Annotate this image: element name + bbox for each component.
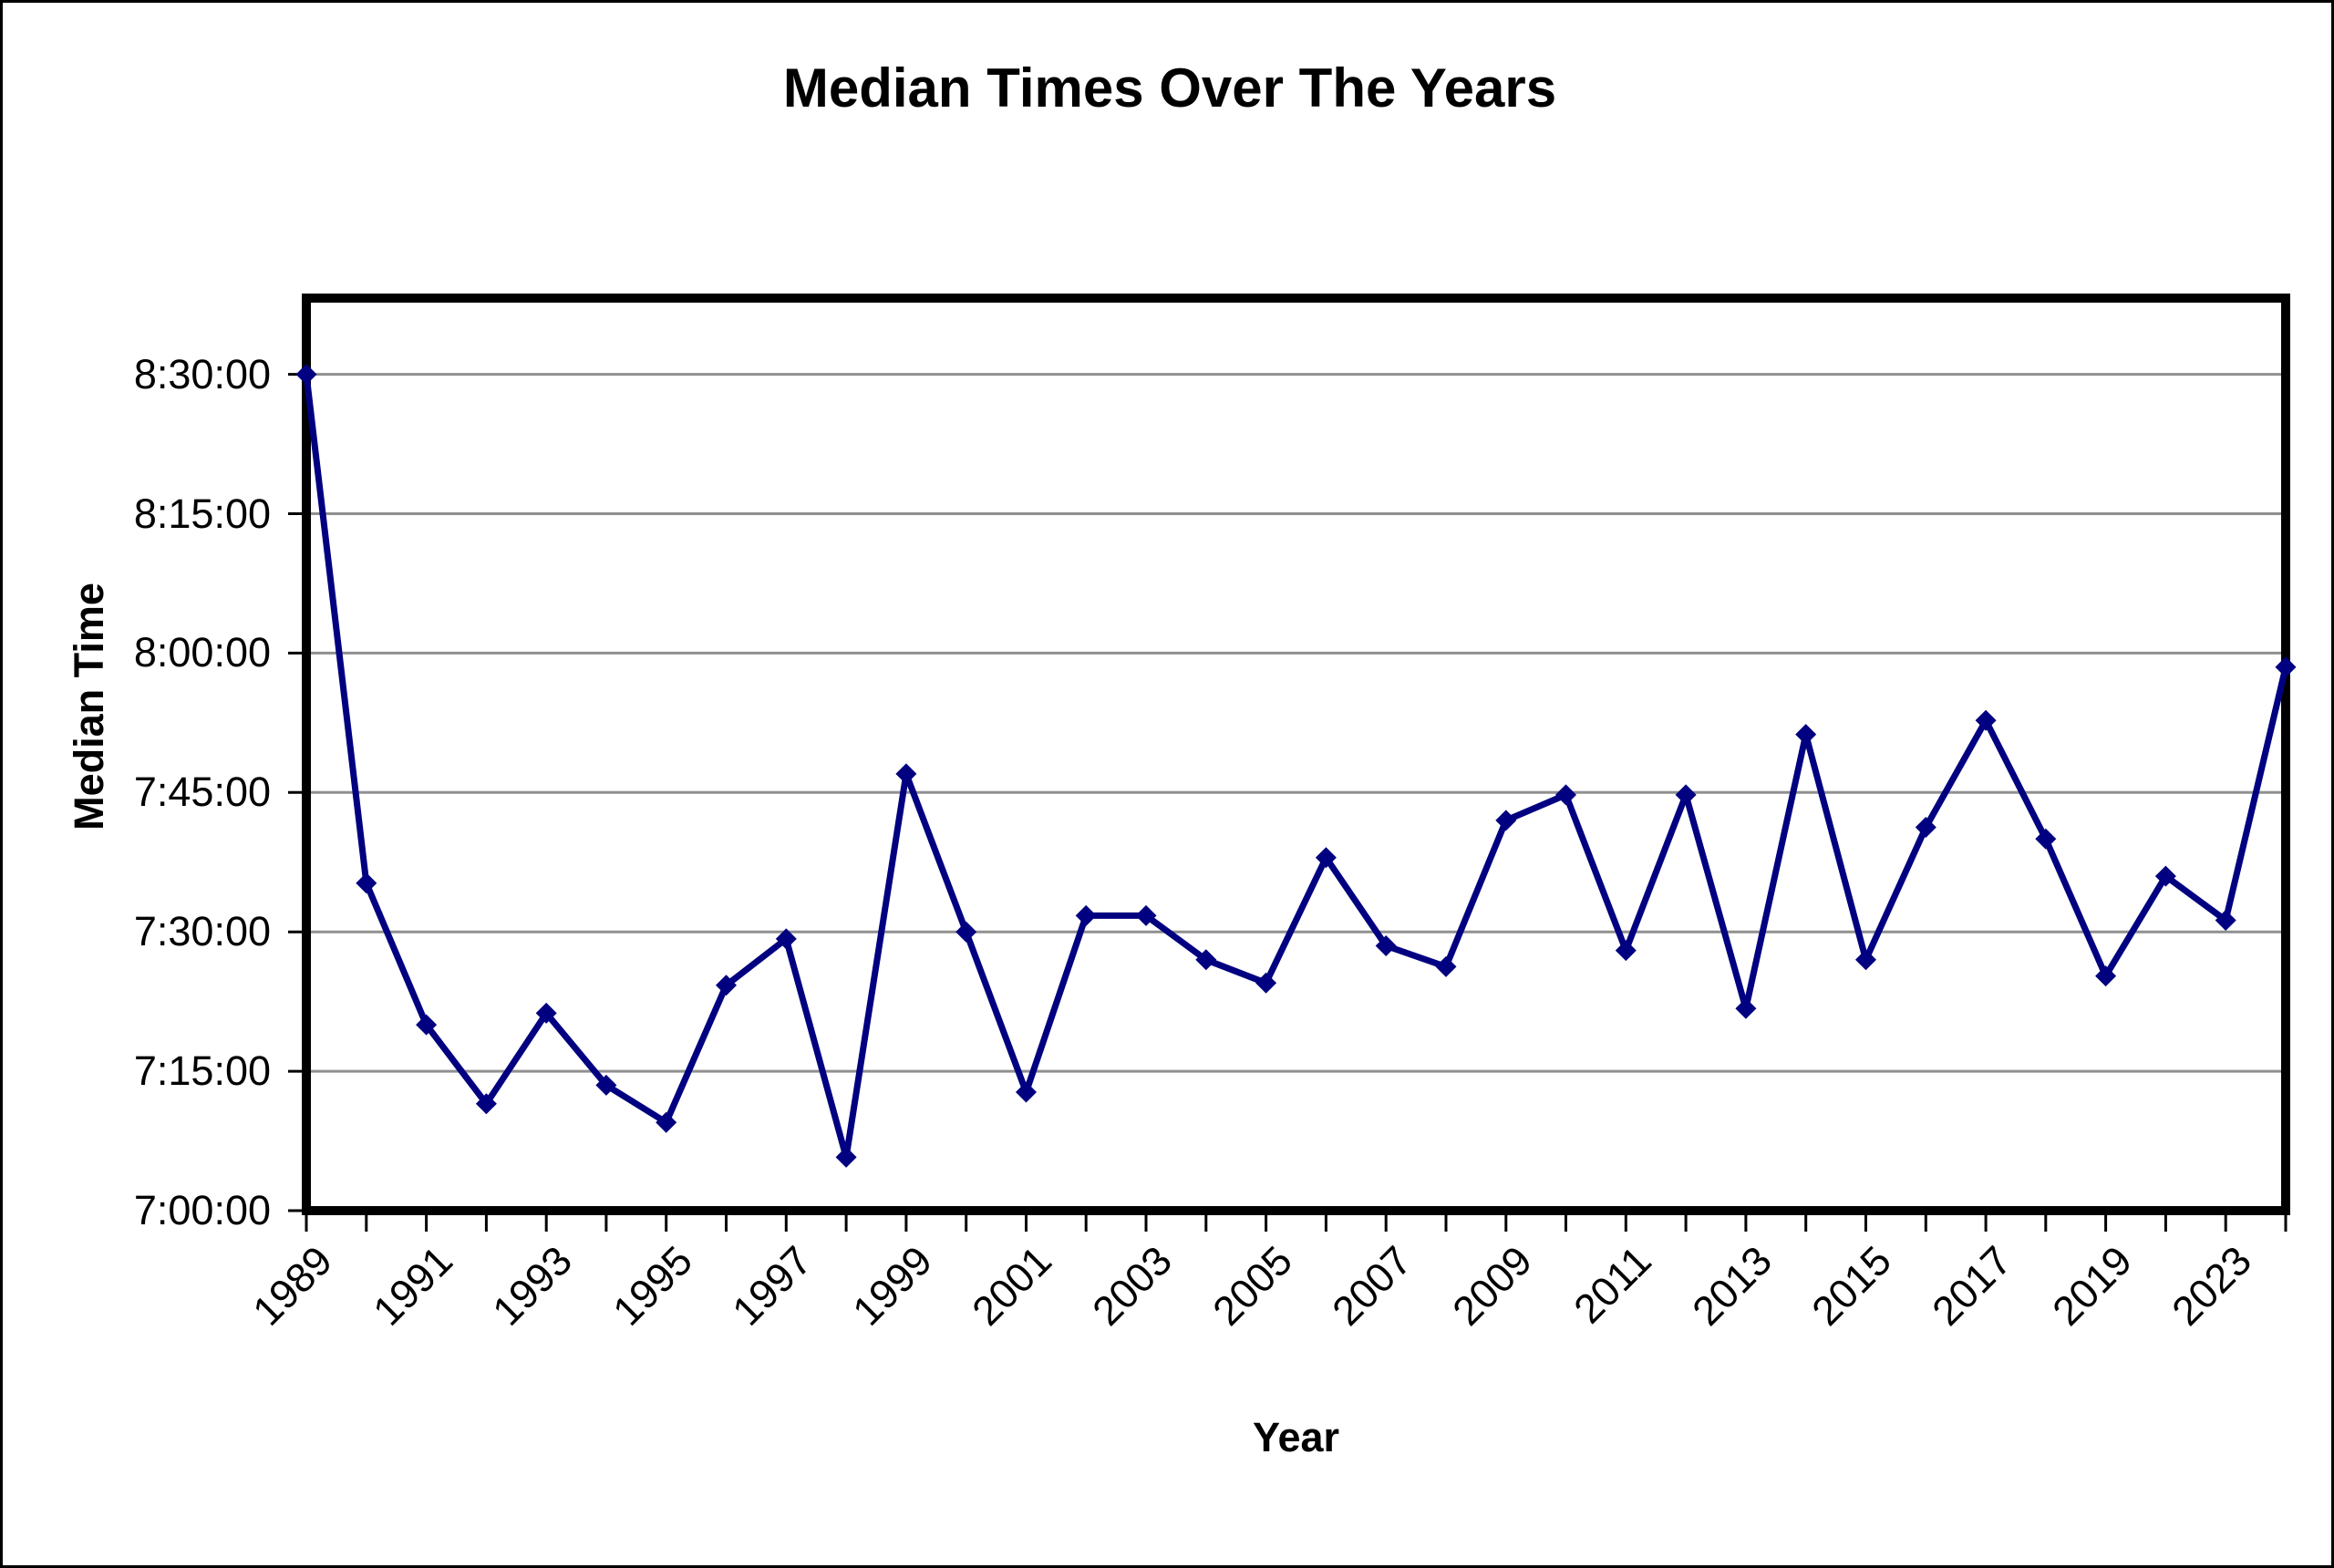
data-point-marker bbox=[656, 1111, 677, 1133]
y-tick-label: 8:15:00 bbox=[133, 490, 271, 537]
data-point-marker bbox=[1075, 904, 1097, 926]
data-point-marker bbox=[835, 1146, 857, 1168]
y-tick-label: 8:30:00 bbox=[133, 351, 271, 397]
y-tick-label: 7:30:00 bbox=[133, 908, 271, 954]
gridlines bbox=[306, 373, 2286, 1073]
data-point-marker bbox=[1975, 709, 1997, 731]
y-tick-label: 7:00:00 bbox=[133, 1187, 271, 1233]
data-point-marker bbox=[356, 872, 377, 894]
data-point-marker bbox=[595, 1074, 617, 1096]
data-point-marker bbox=[2275, 656, 2297, 678]
data-point-marker bbox=[535, 1002, 557, 1024]
data-point-marker bbox=[1135, 904, 1157, 926]
y-tick-label: 7:45:00 bbox=[133, 769, 271, 815]
data-point-marker bbox=[1855, 949, 1876, 971]
y-tick-label: 8:00:00 bbox=[133, 629, 271, 676]
data-point-marker bbox=[1915, 817, 1936, 838]
data-point-marker bbox=[1615, 940, 1637, 962]
data-point-marker bbox=[1375, 935, 1397, 956]
data-point-marker bbox=[2154, 865, 2176, 887]
data-point-marker bbox=[895, 763, 917, 785]
chart-title: Median Times Over The Years bbox=[782, 57, 1557, 119]
series-line bbox=[303, 371, 2289, 1161]
data-point-marker bbox=[475, 1093, 497, 1115]
data-point-marker bbox=[416, 1014, 438, 1036]
data-point-marker bbox=[2035, 828, 2057, 850]
data-point-marker bbox=[716, 975, 737, 996]
plot-border bbox=[302, 294, 2290, 1215]
data-point-marker bbox=[1495, 810, 1517, 831]
series-markers bbox=[295, 364, 2297, 1168]
data-point-marker bbox=[1795, 724, 1817, 746]
y-tick-label: 7:15:00 bbox=[133, 1047, 271, 1094]
data-point-marker bbox=[1195, 949, 1217, 971]
data-point-marker bbox=[1255, 972, 1277, 994]
data-point-marker bbox=[2095, 965, 2117, 987]
data-point-marker bbox=[1315, 847, 1337, 869]
data-point-marker bbox=[1675, 784, 1697, 806]
data-point-marker bbox=[2215, 910, 2236, 931]
data-point-marker bbox=[1735, 997, 1757, 1019]
data-point-marker bbox=[295, 364, 317, 386]
x-axis-ticks bbox=[305, 1215, 2288, 1232]
data-point-marker bbox=[1555, 784, 1576, 806]
plot-area bbox=[288, 294, 2297, 1232]
data-point-marker bbox=[775, 928, 797, 950]
x-axis-title: Year bbox=[1252, 1414, 1340, 1460]
data-point-marker bbox=[1435, 955, 1457, 977]
data-point-marker bbox=[955, 921, 977, 943]
data-point-marker bbox=[1016, 1081, 1037, 1103]
